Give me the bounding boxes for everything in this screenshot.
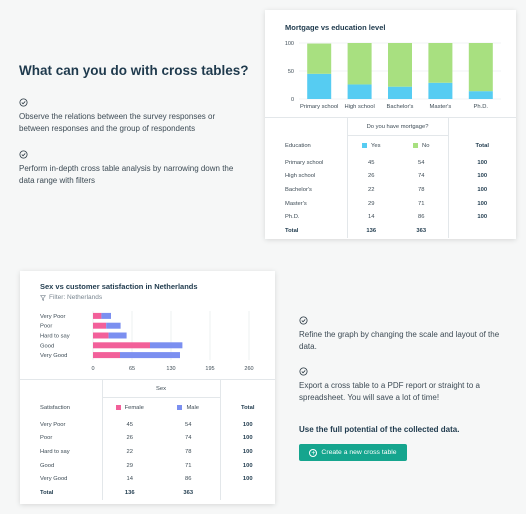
bar-segment-yes <box>388 86 412 99</box>
table-row: High school 26 74 100 <box>265 169 516 184</box>
bar-segment-male <box>101 312 111 319</box>
filter-icon <box>40 294 46 301</box>
y-tick-label: 0 <box>291 97 294 103</box>
row-header: Education <box>285 142 311 149</box>
satisfaction-horizontal-bar-chart: 0 65 130 195 260 Very Poor Poor Hard to say Good… <box>40 311 254 372</box>
feature-item: Perform in-depth cross table analysis by… <box>19 150 244 186</box>
mortgage-stacked-bar-chart: 0 50 100 Primary school High school Bachelor'… <box>285 41 501 110</box>
table-total-row: Total 136 363 <box>20 485 275 500</box>
question-header: Sex <box>101 380 220 398</box>
mortgage-card: Mortgage vs education level 0 50 100 Primar… <box>265 10 516 239</box>
table-row: Poor 26 74 100 <box>20 431 275 446</box>
mortgage-cross-table: Do you have mortgage? Education Yes No T… <box>265 118 516 238</box>
feature-text: Export a cross table to a PDF report or … <box>299 381 480 402</box>
col-female-header: Female <box>101 397 157 418</box>
bar-segment-female <box>93 342 150 349</box>
bar-segment-male <box>108 332 127 339</box>
bar-segment-yes <box>428 82 453 99</box>
filter-indicator: Filter: Netherlands <box>40 294 102 301</box>
y-tick-label: Hard to say <box>40 334 70 340</box>
legend-swatch-female <box>115 404 121 410</box>
check-circle-icon <box>299 367 308 376</box>
table-row: Primary school 45 54 100 <box>265 156 516 170</box>
feature-text: Observe the relations between the survey… <box>19 112 216 133</box>
table-row: Master's 29 71 100 <box>265 196 516 211</box>
table-row: Hard to say 22 78 100 <box>20 445 275 459</box>
feature-item: Export a cross table to a PDF report or … <box>299 367 514 403</box>
bar-segment-no <box>347 43 372 85</box>
table-row: Very Good 14 86 100 <box>20 472 275 486</box>
bar-segment-female <box>93 312 102 319</box>
create-cross-table-button[interactable]: + Create a new cross table <box>299 444 407 461</box>
divider <box>265 117 516 118</box>
feature-text: Perform in-depth cross table analysis by… <box>19 164 234 185</box>
satisfaction-card: Sex vs customer satisfaction in Netherla… <box>20 271 275 504</box>
table-row: Good 29 71 100 <box>20 458 275 473</box>
table-row: Ph.D. 14 86 100 <box>265 210 516 224</box>
col-yes-header: Yes <box>346 135 395 156</box>
y-tick-label: Very Poor <box>40 314 66 320</box>
x-tick-label: 130 <box>166 366 175 372</box>
col-male-header: Male <box>157 398 220 419</box>
bar-segment-female <box>93 332 109 339</box>
bar-segment-male <box>106 322 121 329</box>
button-label: Create a new cross table <box>321 449 397 456</box>
bar-segment-male <box>150 342 183 349</box>
bar-segment-no <box>307 43 332 74</box>
question-header: Do you have mortgage? <box>346 118 448 136</box>
y-tick-label: Poor <box>40 324 52 330</box>
bar-segment-no <box>428 43 453 83</box>
emphasis-text: Use the full potential of the collected … <box>299 425 460 434</box>
x-tick-label: 195 <box>205 366 214 372</box>
x-tick-label: 260 <box>244 366 253 372</box>
col-total-header: Total <box>447 135 516 156</box>
check-circle-icon <box>299 316 308 325</box>
bar-segment-yes <box>307 73 332 99</box>
table-total-row: Total 136 363 <box>265 223 516 238</box>
row-header: Satisfaction <box>40 404 70 411</box>
section-heading: What can you do with cross tables? <box>19 63 249 78</box>
y-tick-label: 100 <box>285 41 294 47</box>
plus-circle-icon: + <box>309 448 318 457</box>
check-circle-icon <box>19 98 28 107</box>
x-tick-label: High school <box>344 104 374 110</box>
feature-text: Refine the graph by changing the scale a… <box>299 330 500 351</box>
legend-swatch-male <box>177 404 183 410</box>
x-tick-label: Master's <box>430 104 452 110</box>
legend-swatch-no <box>413 142 419 148</box>
y-tick-label: Very Good <box>40 353 67 359</box>
table-row: Very Poor 45 54 100 <box>20 418 275 432</box>
x-tick-label: Ph.D. <box>474 104 489 110</box>
card-title: Sex vs customer satisfaction in Netherla… <box>40 282 198 291</box>
col-total-header: Total <box>219 397 275 418</box>
divider <box>20 379 275 380</box>
filter-label: Filter: Netherlands <box>49 294 103 301</box>
x-tick-label: 65 <box>129 366 135 372</box>
feature-item: Observe the relations between the survey… <box>19 98 244 134</box>
y-tick-label: Good <box>40 343 54 349</box>
x-tick-label: 0 <box>91 366 94 372</box>
feature-item: Refine the graph by changing the scale a… <box>299 316 514 352</box>
bar-segment-no <box>388 43 412 87</box>
legend-swatch-yes <box>362 142 368 148</box>
col-no-header: No <box>395 136 448 157</box>
x-tick-label: Primary school <box>300 104 338 110</box>
bar-segment-yes <box>468 91 493 99</box>
x-tick-label: Bachelor's <box>387 104 414 110</box>
bar-segment-no <box>468 43 493 92</box>
bar-segment-male <box>120 352 180 359</box>
table-row: Bachelor's 22 78 100 <box>265 183 516 197</box>
bar-segment-yes <box>347 84 372 99</box>
card-title: Mortgage vs education level <box>285 23 386 32</box>
check-circle-icon <box>19 150 28 159</box>
y-tick-label: 50 <box>288 69 294 75</box>
bar-segment-female <box>93 352 120 359</box>
satisfaction-cross-table: Sex Satisfaction Female Male Total Very … <box>20 380 275 500</box>
bar-segment-female <box>93 322 107 329</box>
